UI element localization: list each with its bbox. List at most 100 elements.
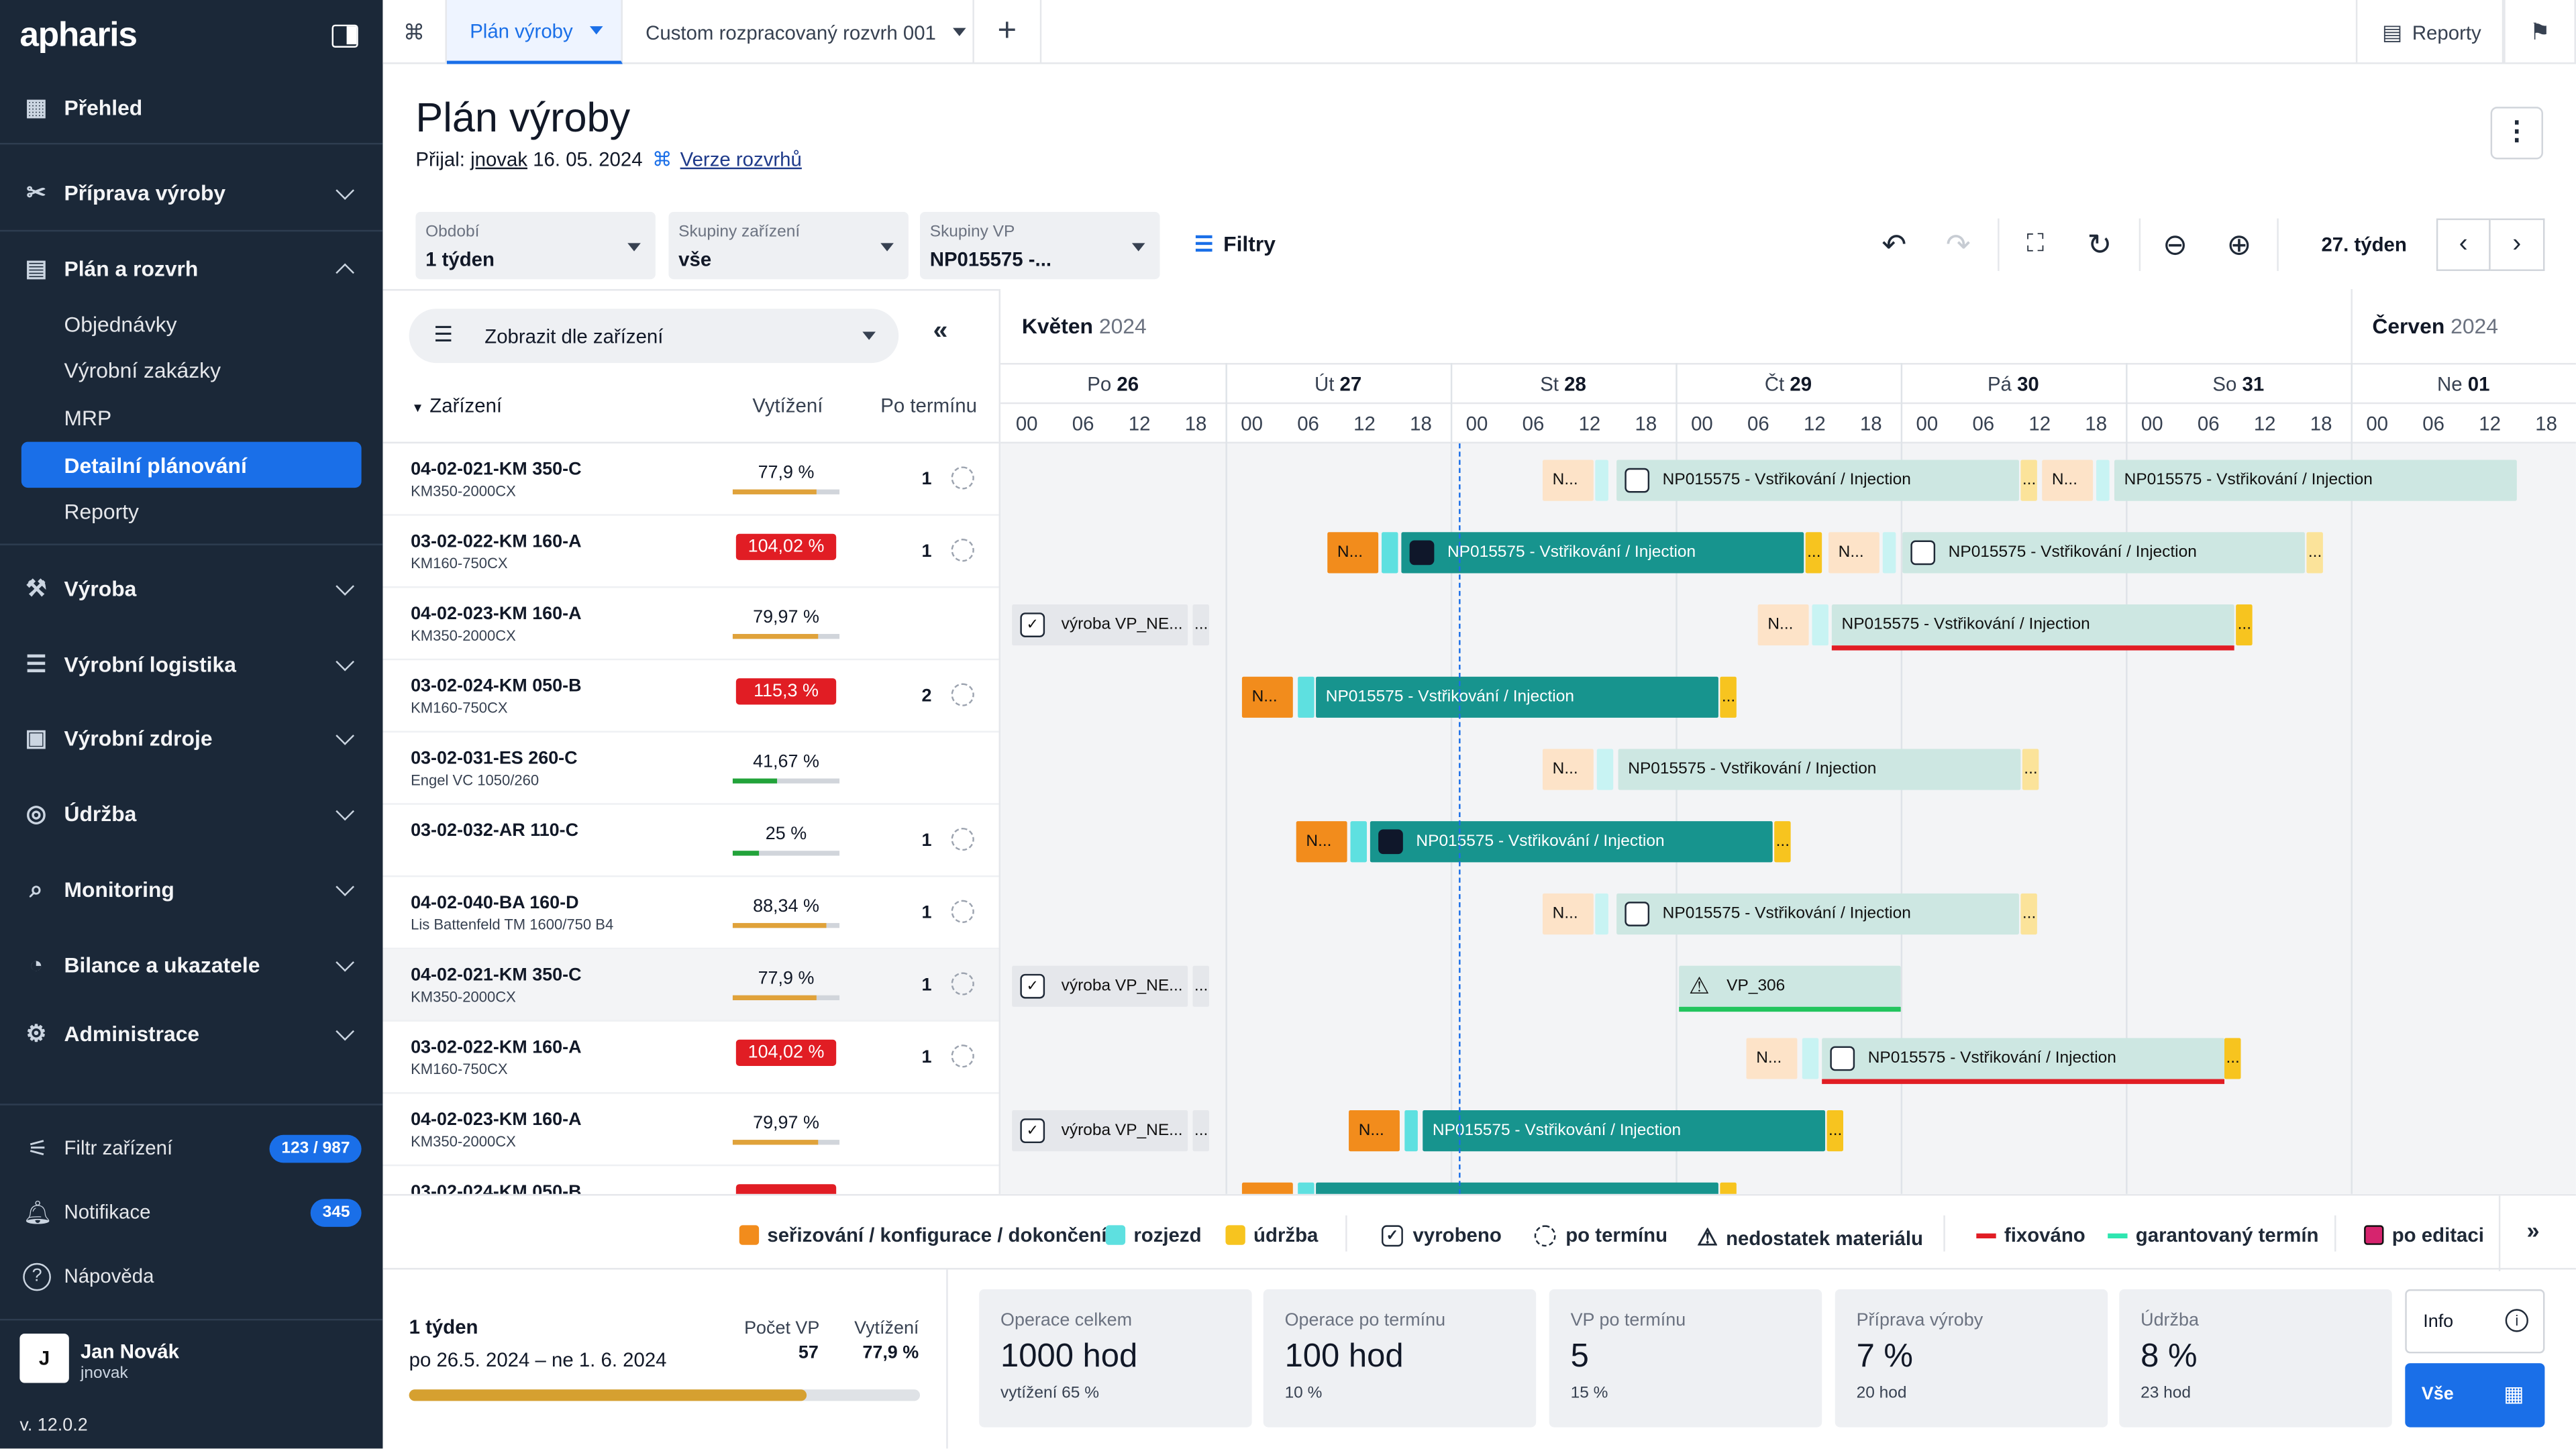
operation-block[interactable]: NP015575 - Vstřikování / Injection xyxy=(2114,460,2517,501)
view-select[interactable]: ☰ Zobrazit dle zařízení xyxy=(409,309,899,364)
operation-block[interactable]: NP015575 - Vstřikování / Injection xyxy=(1370,821,1773,863)
operation-block[interactable] xyxy=(1316,1182,1718,1194)
setup-block[interactable]: N... xyxy=(1349,1110,1400,1152)
operation-block[interactable]: NP015575 - Vstřikování / Injection xyxy=(1616,893,2019,935)
sidebar-toggle-icon[interactable] xyxy=(331,24,358,48)
subnav-objednavky[interactable]: Objednávky xyxy=(64,311,177,336)
maintenance-block[interactable]: ... xyxy=(2020,460,2037,501)
setup-block[interactable]: N... xyxy=(1327,532,1379,574)
maintenance-block[interactable]: ... xyxy=(1805,532,1822,574)
nav-group-udrzba[interactable]: ◎ Údržba xyxy=(0,784,382,843)
operation-block[interactable]: ... xyxy=(1192,1110,1209,1152)
maintenance-block[interactable]: ... xyxy=(2306,532,2323,574)
subnav-detailni-planovani[interactable]: Detailní plánování xyxy=(21,441,362,488)
maintenance-block[interactable]: ... xyxy=(1774,821,1791,863)
device-groups-select[interactable]: Skupiny zařízení vše xyxy=(668,211,909,280)
tab-custom-rozvrh[interactable]: Custom rozpracovaný rozvrh 001 xyxy=(623,0,974,64)
nav-group-zdroje[interactable]: ▣ Výrobní zdroje xyxy=(0,708,382,767)
operation-block[interactable]: NP015575 - Vstřikování / Injection xyxy=(1831,604,2234,646)
subnav-vyrobni-zakazky[interactable]: Výrobní zakázky xyxy=(64,357,221,382)
ramp-block[interactable] xyxy=(1595,460,1608,501)
avatar[interactable]: J xyxy=(19,1334,69,1383)
all-button[interactable]: Vše ▦ xyxy=(2405,1363,2545,1428)
subnav-reporty[interactable]: Reporty xyxy=(64,498,139,523)
next-week-button[interactable]: › xyxy=(2490,218,2545,271)
vp-groups-select[interactable]: Skupiny VP NP015575 -... xyxy=(920,211,1160,280)
nav-prehled[interactable]: ▦ Přehled xyxy=(0,77,382,136)
setup-block[interactable]: N... xyxy=(1757,604,1809,646)
legend-collapse-icon[interactable]: » xyxy=(2526,1217,2540,1244)
table-row[interactable]: 03-02-024-KM 050-B KM160-750CX 115,3 % 2 xyxy=(382,660,999,733)
maintenance-block[interactable]: ... xyxy=(2022,749,2039,790)
maintenance-block[interactable]: ... xyxy=(1720,676,1737,718)
table-row[interactable]: 04-02-021-KM 350-C KM350-2000CX 77,9 % 1 xyxy=(382,443,999,516)
notifications[interactable]: 🔔︎ Notifikace 345 xyxy=(0,1187,382,1236)
production-block[interactable]: ✓ výroba VP_NE... xyxy=(1012,1110,1188,1152)
add-tab-button[interactable]: + xyxy=(974,0,1042,64)
setup-block[interactable]: N... xyxy=(1542,893,1594,935)
ramp-block[interactable] xyxy=(2096,460,2110,501)
ramp-block[interactable] xyxy=(1298,1182,1315,1194)
ramp-block[interactable] xyxy=(1812,604,1828,646)
setup-block[interactable]: N... xyxy=(2042,460,2094,501)
nav-group-monitoring[interactable]: ⌕ Monitoring xyxy=(0,859,382,918)
nav-group-logistika[interactable]: ☰ Výrobní logistika xyxy=(0,634,382,693)
setup-block[interactable]: N... xyxy=(1241,676,1293,718)
ramp-block[interactable] xyxy=(1382,532,1398,574)
ramp-block[interactable] xyxy=(1802,1038,1819,1079)
filter-devices[interactable]: ⚟ Filtr zařízení 123 / 987 xyxy=(0,1124,382,1173)
nav-group-vyroba[interactable]: ⚒ Výroba xyxy=(0,558,382,617)
setup-block[interactable]: N... xyxy=(1828,532,1879,574)
prev-week-button[interactable]: ‹ xyxy=(2436,218,2491,271)
operation-block[interactable]: NP015575 - Vstřikování / Injection xyxy=(1423,1110,1826,1152)
table-row[interactable]: 03-02-024-KM 050-B xyxy=(382,1166,998,1194)
setup-block[interactable]: N... xyxy=(1542,749,1594,790)
operation-block[interactable]: NP015575 - Vstřikování / Injection xyxy=(1822,1038,2224,1079)
ramp-block[interactable] xyxy=(1404,1110,1418,1152)
info-button[interactable]: Info i xyxy=(2405,1289,2545,1354)
nav-group-priprava[interactable]: ✂ Příprava výroby xyxy=(0,162,382,221)
collapse-panel-icon[interactable]: « xyxy=(933,317,948,345)
production-block[interactable]: ✓ výroba VP_NE... xyxy=(1012,965,1188,1007)
table-row[interactable]: 03-02-022-KM 160-A KM160-750CX 104,02 % 1 xyxy=(382,516,999,588)
ramp-block[interactable] xyxy=(1350,821,1367,863)
versions-link[interactable]: ⌘ Verze rozvrhů xyxy=(652,148,802,170)
operation-block[interactable]: NP015575 - Vstřikování / Injection xyxy=(1618,749,2021,790)
period-select[interactable]: Období 1 týden xyxy=(415,211,656,280)
zoom-out-icon[interactable]: ⊖ xyxy=(2163,228,2188,262)
maintenance-block[interactable] xyxy=(1720,1182,1737,1194)
table-row[interactable]: 03-02-032-AR 110-C 25 % 1 xyxy=(382,805,999,877)
setup-block[interactable]: N... xyxy=(1542,460,1594,501)
setup-block[interactable] xyxy=(1241,1182,1293,1194)
vp-block[interactable]: ⚠ VP_306 xyxy=(1679,965,1901,1007)
tab-plan-vyroby[interactable]: Plán výroby xyxy=(446,0,623,64)
maintenance-block[interactable]: ... xyxy=(2236,604,2253,646)
tree-icon[interactable]: ⌘ xyxy=(382,0,447,64)
maintenance-block[interactable]: ... xyxy=(1826,1110,1843,1152)
setup-block[interactable]: N... xyxy=(1746,1038,1798,1079)
operation-block[interactable]: ... xyxy=(1192,965,1209,1007)
table-row[interactable]: 04-02-023-KM 160-A KM350-2000CX 79,97 % xyxy=(382,588,999,661)
table-row[interactable]: 04-02-023-KM 160-A KM350-2000CX 79,97 % xyxy=(382,1094,999,1167)
ramp-block[interactable] xyxy=(1298,676,1315,718)
maintenance-block[interactable]: ... xyxy=(2020,893,2037,935)
refresh-icon[interactable]: ↻ xyxy=(2087,228,2112,262)
accepted-user-link[interactable]: jnovak xyxy=(470,148,528,171)
ramp-block[interactable] xyxy=(1882,532,1896,574)
production-block[interactable]: ✓ výroba VP_NE... xyxy=(1012,604,1188,646)
table-row[interactable]: 04-02-021-KM 350-C KM350-2000CX 77,9 % 1 xyxy=(382,949,999,1022)
redo-icon[interactable]: ↷ xyxy=(1945,228,1971,262)
nav-group-bilance[interactable]: ◔ Bilance a ukazatele xyxy=(0,934,382,994)
ramp-block[interactable] xyxy=(1596,749,1614,790)
nav-group-administrace[interactable]: ⚙ Administrace xyxy=(0,1004,382,1063)
operation-block[interactable]: NP015575 - Vstřikování / Injection xyxy=(1902,532,2305,574)
col-device[interactable]: ▾ Zařízení xyxy=(414,394,502,417)
zoom-in-icon[interactable]: ⊕ xyxy=(2226,228,2252,262)
bookmark-icon[interactable]: ⚑ xyxy=(2504,0,2576,64)
filters-button[interactable]: ☰ Filtry xyxy=(1194,231,1276,258)
table-row[interactable]: 03-02-022-KM 160-A KM160-750CX 104,02 % 1 xyxy=(382,1022,999,1094)
operation-block[interactable]: NP015575 - Vstřikování / Injection xyxy=(1616,460,2019,501)
nav-group-plan[interactable]: ▤ Plán a rozvrh xyxy=(0,238,382,297)
more-menu-button[interactable]: ⋮ xyxy=(2490,107,2543,160)
ramp-block[interactable] xyxy=(1595,893,1608,935)
